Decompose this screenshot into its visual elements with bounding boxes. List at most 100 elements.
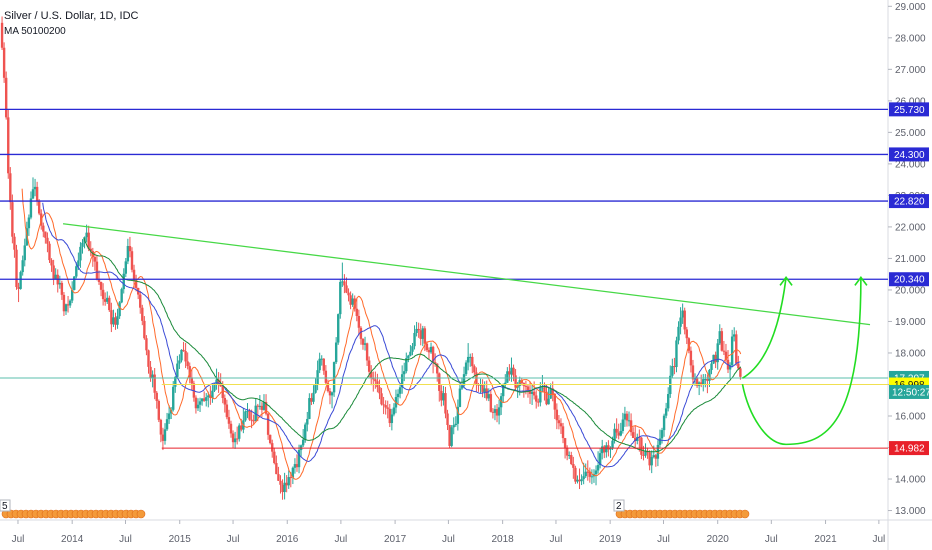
candle-body — [396, 393, 400, 398]
candle-body — [405, 358, 408, 372]
candle-body — [374, 379, 377, 382]
candle-body — [11, 202, 14, 237]
candle-body — [163, 429, 167, 441]
candle-body — [563, 438, 567, 448]
candle-body — [520, 380, 523, 383]
candle-body — [33, 186, 37, 190]
ma50-line — [21, 188, 742, 480]
candle-body — [685, 329, 688, 339]
candle-body — [233, 438, 237, 443]
candle-body — [716, 343, 719, 363]
candle-body — [108, 297, 111, 311]
candle-body — [565, 447, 569, 456]
candle-body — [615, 428, 618, 433]
candle-body — [54, 274, 57, 279]
candle-body — [444, 393, 447, 414]
candle-body — [341, 281, 344, 283]
candle-body — [712, 354, 715, 364]
candle-body — [215, 379, 218, 386]
y-tick-label: 24.000 — [895, 159, 926, 170]
candle-body — [312, 392, 315, 402]
candle-body — [15, 249, 18, 288]
candle-body — [44, 231, 47, 238]
candle-body — [118, 302, 121, 317]
candle-body — [219, 384, 222, 387]
candle-body — [328, 391, 332, 396]
candle-body — [89, 248, 92, 252]
candle-body — [530, 391, 534, 394]
candle-body — [700, 382, 703, 385]
candle-body — [221, 386, 224, 398]
candle-body — [128, 246, 132, 252]
candle-body — [21, 260, 24, 273]
candle-body — [122, 273, 125, 290]
x-tick-label: Jul — [227, 534, 240, 545]
candle-body — [184, 351, 187, 362]
candle-body — [704, 379, 707, 381]
price-label-bg — [889, 272, 929, 287]
candle-body — [70, 289, 74, 301]
candle-body — [545, 391, 548, 405]
candle-body — [675, 340, 678, 368]
candle-body — [386, 407, 389, 409]
candle-body — [27, 217, 31, 229]
x-tick-label: Jul — [119, 534, 132, 545]
candle-body — [576, 479, 579, 482]
candle-body — [337, 314, 340, 343]
candle-body — [493, 409, 497, 413]
candle-body — [347, 292, 350, 296]
candle-body — [252, 420, 255, 422]
candle-body — [528, 390, 532, 394]
candle-body — [689, 350, 693, 366]
candle-body — [623, 413, 627, 420]
x-tick-label: Jul — [657, 534, 670, 545]
candle-body — [58, 282, 62, 285]
candle-body — [722, 350, 726, 352]
x-tick-label: 2014 — [61, 534, 84, 545]
candle-body — [132, 269, 136, 281]
candle-body — [308, 398, 311, 419]
candle-body — [165, 419, 169, 430]
candle-body — [87, 232, 90, 249]
candle-body — [268, 434, 272, 444]
candle-body — [273, 451, 276, 463]
candle-body — [403, 371, 406, 375]
candle-body — [359, 327, 363, 339]
candle-body — [681, 310, 684, 318]
candle-body — [724, 351, 728, 360]
x-tick-label: Jul — [550, 534, 563, 545]
candle-body — [339, 281, 342, 315]
candle-body — [683, 310, 686, 330]
event-marker — [136, 509, 146, 519]
candle-body — [186, 361, 189, 367]
candle-body — [250, 419, 253, 421]
event-strip — [613, 499, 750, 519]
candle-body — [438, 373, 441, 391]
candle-body — [621, 419, 625, 431]
candle-body — [415, 328, 418, 333]
candle-body — [654, 455, 658, 459]
candle-body — [436, 363, 439, 374]
y-tick-label: 13.000 — [895, 506, 926, 517]
candle-body — [594, 470, 598, 475]
candle-body — [549, 388, 552, 399]
candle-body — [512, 367, 515, 376]
indicator-legend[interactable]: MA 50100200 — [4, 26, 66, 37]
candle-body — [130, 251, 134, 270]
candle-body — [37, 201, 41, 214]
candle-body — [126, 246, 130, 262]
y-tick-label: 28.000 — [895, 33, 926, 44]
candle-body — [442, 393, 445, 401]
candle-body — [4, 77, 8, 118]
projection-arrowhead — [854, 275, 868, 286]
x-tick-label: 2020 — [707, 534, 730, 545]
candle-body — [673, 366, 676, 368]
candle-body — [691, 365, 695, 380]
candle-body — [174, 376, 177, 387]
candle-body — [141, 307, 144, 321]
candle-body — [367, 360, 371, 372]
candle-body — [648, 452, 651, 466]
candle-body — [149, 366, 152, 379]
candle-body — [372, 378, 375, 380]
